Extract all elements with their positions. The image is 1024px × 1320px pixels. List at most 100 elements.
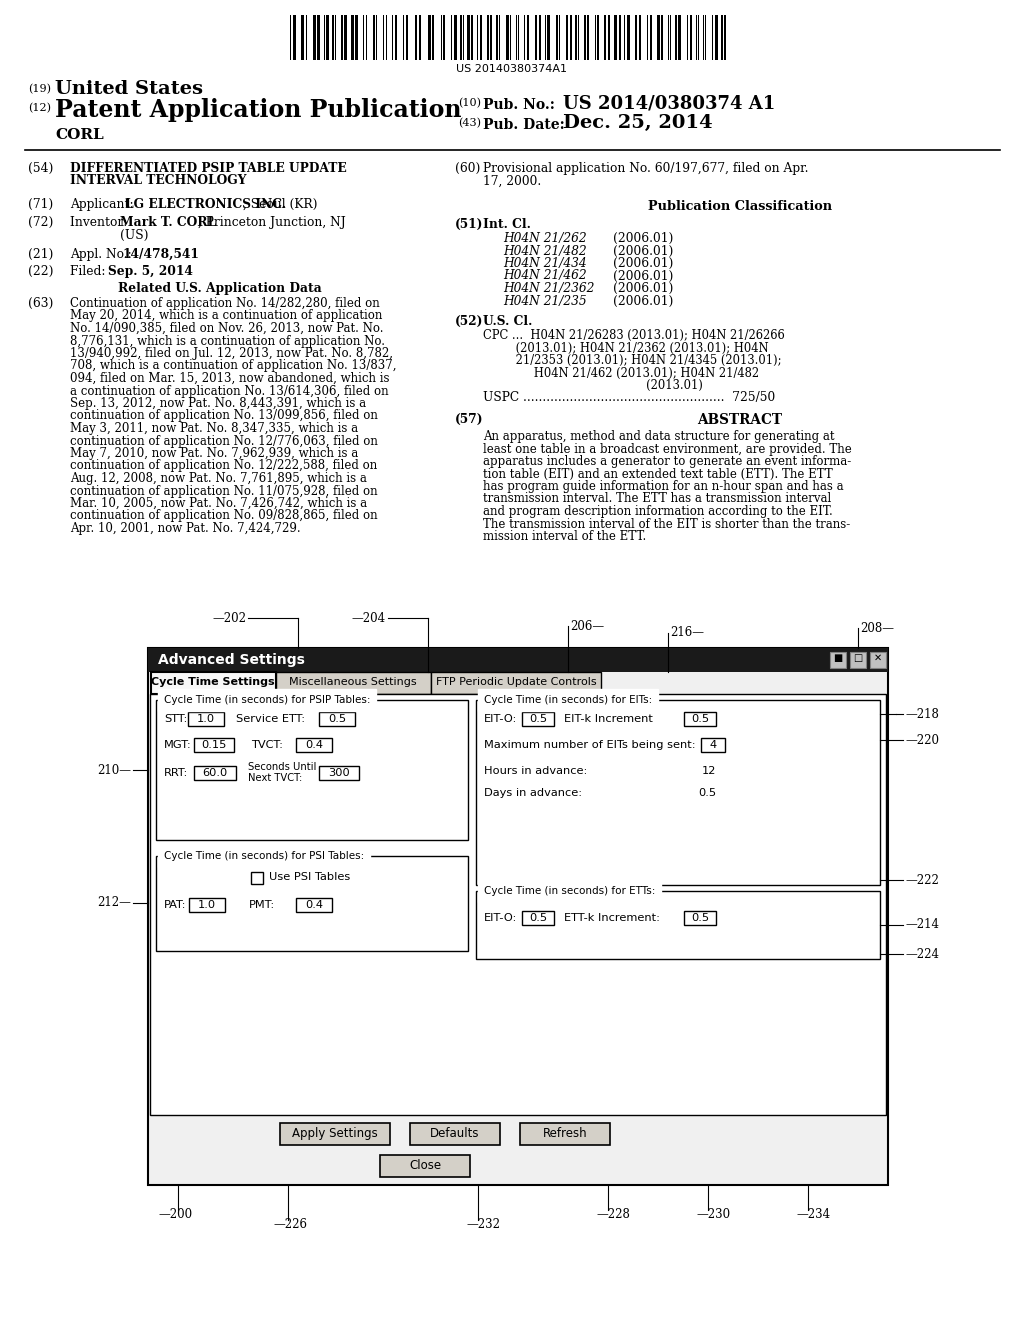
Text: —234: —234 bbox=[796, 1209, 830, 1221]
Text: (2006.01): (2006.01) bbox=[613, 244, 674, 257]
Text: Patent Application Publication: Patent Application Publication bbox=[55, 98, 462, 121]
Text: (22): (22) bbox=[28, 265, 53, 279]
Bar bbox=[319, 766, 359, 780]
Text: Related U.S. Application Data: Related U.S. Application Data bbox=[118, 282, 322, 294]
Text: 206—: 206— bbox=[570, 619, 604, 632]
Text: —202: —202 bbox=[212, 611, 246, 624]
Text: Maximum number of EITs being sent:: Maximum number of EITs being sent: bbox=[484, 741, 695, 750]
Bar bbox=[332, 15, 334, 59]
Text: 708, which is a continuation of application No. 13/837,: 708, which is a continuation of applicat… bbox=[70, 359, 396, 372]
Text: □: □ bbox=[853, 653, 862, 663]
Text: US 2014/0380374 A1: US 2014/0380374 A1 bbox=[563, 95, 775, 114]
Bar bbox=[380, 1155, 470, 1177]
Text: continuation of application No. 11/075,928, filed on: continuation of application No. 11/075,9… bbox=[70, 484, 378, 498]
Text: (10): (10) bbox=[458, 98, 481, 108]
Text: (2006.01): (2006.01) bbox=[613, 269, 674, 282]
Text: —222: —222 bbox=[905, 874, 939, 887]
Text: 0.5: 0.5 bbox=[529, 913, 547, 923]
Text: —200: —200 bbox=[158, 1209, 193, 1221]
Bar bbox=[326, 15, 329, 59]
Bar bbox=[319, 711, 355, 726]
Text: Mar. 10, 2005, now Pat. No. 7,426,742, which is a: Mar. 10, 2005, now Pat. No. 7,426,742, w… bbox=[70, 498, 368, 510]
Bar bbox=[406, 15, 408, 59]
Bar bbox=[460, 15, 462, 59]
Text: 21/2353 (2013.01); H04N 21/4345 (2013.01);: 21/2353 (2013.01); H04N 21/4345 (2013.01… bbox=[483, 354, 781, 367]
Text: a continuation of application No. 13/614,306, filed on: a continuation of application No. 13/614… bbox=[70, 384, 389, 397]
Bar bbox=[618, 15, 621, 59]
Bar bbox=[280, 1123, 390, 1144]
Bar bbox=[150, 694, 886, 1115]
Text: 13/940,992, filed on Jul. 12, 2013, now Pat. No. 8,782,: 13/940,992, filed on Jul. 12, 2013, now … bbox=[70, 347, 393, 360]
Text: continuation of application No. 09/828,865, filed on: continuation of application No. 09/828,8… bbox=[70, 510, 378, 523]
Bar bbox=[721, 15, 723, 59]
Text: CORL: CORL bbox=[55, 128, 103, 143]
Bar bbox=[587, 15, 589, 59]
Bar bbox=[520, 1123, 610, 1144]
Text: 1.0: 1.0 bbox=[197, 714, 215, 723]
Text: H04N 21/434: H04N 21/434 bbox=[503, 257, 587, 271]
Text: (63): (63) bbox=[28, 297, 53, 310]
Text: 0.5: 0.5 bbox=[691, 913, 709, 923]
Text: The transmission interval of the EIT is shorter than the trans-: The transmission interval of the EIT is … bbox=[483, 517, 850, 531]
Text: H04N 21/462: H04N 21/462 bbox=[503, 269, 587, 282]
Bar bbox=[870, 652, 886, 668]
Text: PMT:: PMT: bbox=[249, 900, 275, 909]
Text: 210—: 210— bbox=[97, 763, 131, 776]
Text: (2013.01); H04N 21/2362 (2013.01); H04N: (2013.01); H04N 21/2362 (2013.01); H04N bbox=[483, 342, 769, 355]
Bar bbox=[850, 652, 866, 668]
Bar bbox=[415, 15, 417, 59]
Bar bbox=[830, 652, 846, 668]
Text: Dec. 25, 2014: Dec. 25, 2014 bbox=[563, 114, 713, 132]
Text: 0.5: 0.5 bbox=[691, 714, 709, 723]
Bar bbox=[506, 15, 509, 59]
Bar bbox=[476, 700, 880, 884]
Text: 216—: 216— bbox=[670, 627, 705, 639]
Text: DIFFERENTIATED PSIP TABLE UPDATE: DIFFERENTIATED PSIP TABLE UPDATE bbox=[70, 162, 347, 176]
Text: 0.5: 0.5 bbox=[529, 714, 547, 723]
Text: 0.5: 0.5 bbox=[698, 788, 716, 799]
Text: Cycle Time (in seconds) for ETTs:: Cycle Time (in seconds) for ETTs: bbox=[484, 886, 655, 896]
Text: —228: —228 bbox=[596, 1209, 630, 1221]
Text: STT:: STT: bbox=[164, 714, 187, 723]
Text: H04N 21/262: H04N 21/262 bbox=[503, 232, 587, 246]
Text: RRT:: RRT: bbox=[164, 768, 188, 777]
Text: tion table (EIT) and an extended text table (ETT). The ETT: tion table (EIT) and an extended text ta… bbox=[483, 467, 833, 480]
Text: —214: —214 bbox=[905, 919, 939, 932]
Bar bbox=[476, 891, 880, 960]
Bar bbox=[156, 855, 468, 950]
Text: 212—: 212— bbox=[97, 896, 131, 909]
Text: 0.4: 0.4 bbox=[305, 900, 323, 909]
Text: apparatus includes a generator to generate an event informa-: apparatus includes a generator to genera… bbox=[483, 455, 851, 469]
Text: , Seoul (KR): , Seoul (KR) bbox=[243, 198, 317, 211]
Bar bbox=[678, 15, 681, 59]
Text: H04N 21/235: H04N 21/235 bbox=[503, 294, 587, 308]
Text: United States: United States bbox=[55, 81, 203, 98]
Text: MGT:: MGT: bbox=[164, 741, 191, 750]
Bar bbox=[650, 15, 652, 59]
Text: 1.0: 1.0 bbox=[198, 900, 216, 909]
Text: US 20140380374A1: US 20140380374A1 bbox=[457, 63, 567, 74]
Bar bbox=[251, 873, 263, 884]
Text: Publication Classification: Publication Classification bbox=[648, 201, 833, 213]
Bar bbox=[189, 898, 225, 912]
Text: ETT-k Increment:: ETT-k Increment: bbox=[564, 913, 660, 923]
Text: , Princeton Junction, NJ: , Princeton Junction, NJ bbox=[198, 216, 346, 228]
Text: continuation of application No. 13/099,856, filed on: continuation of application No. 13/099,8… bbox=[70, 409, 378, 422]
Bar bbox=[597, 15, 599, 59]
Bar bbox=[148, 648, 888, 672]
Text: Mark T. CORL: Mark T. CORL bbox=[120, 216, 216, 228]
Text: Miscellaneous Settings: Miscellaneous Settings bbox=[289, 677, 417, 686]
Bar bbox=[419, 15, 421, 59]
Text: (2006.01): (2006.01) bbox=[613, 257, 674, 271]
Text: (71): (71) bbox=[28, 198, 53, 211]
Text: ABSTRACT: ABSTRACT bbox=[697, 413, 782, 426]
Text: (57): (57) bbox=[455, 413, 483, 426]
Bar bbox=[657, 15, 660, 59]
Text: Continuation of application No. 14/282,280, filed on: Continuation of application No. 14/282,2… bbox=[70, 297, 380, 310]
Text: continuation of application No. 12/776,063, filed on: continuation of application No. 12/776,0… bbox=[70, 434, 378, 447]
Text: —226: —226 bbox=[273, 1218, 307, 1232]
Text: Pub. No.:: Pub. No.: bbox=[483, 98, 555, 112]
Text: U.S. Cl.: U.S. Cl. bbox=[483, 315, 532, 327]
Text: PAT:: PAT: bbox=[164, 900, 186, 909]
Text: continuation of application No. 12/222,588, filed on: continuation of application No. 12/222,5… bbox=[70, 459, 377, 473]
